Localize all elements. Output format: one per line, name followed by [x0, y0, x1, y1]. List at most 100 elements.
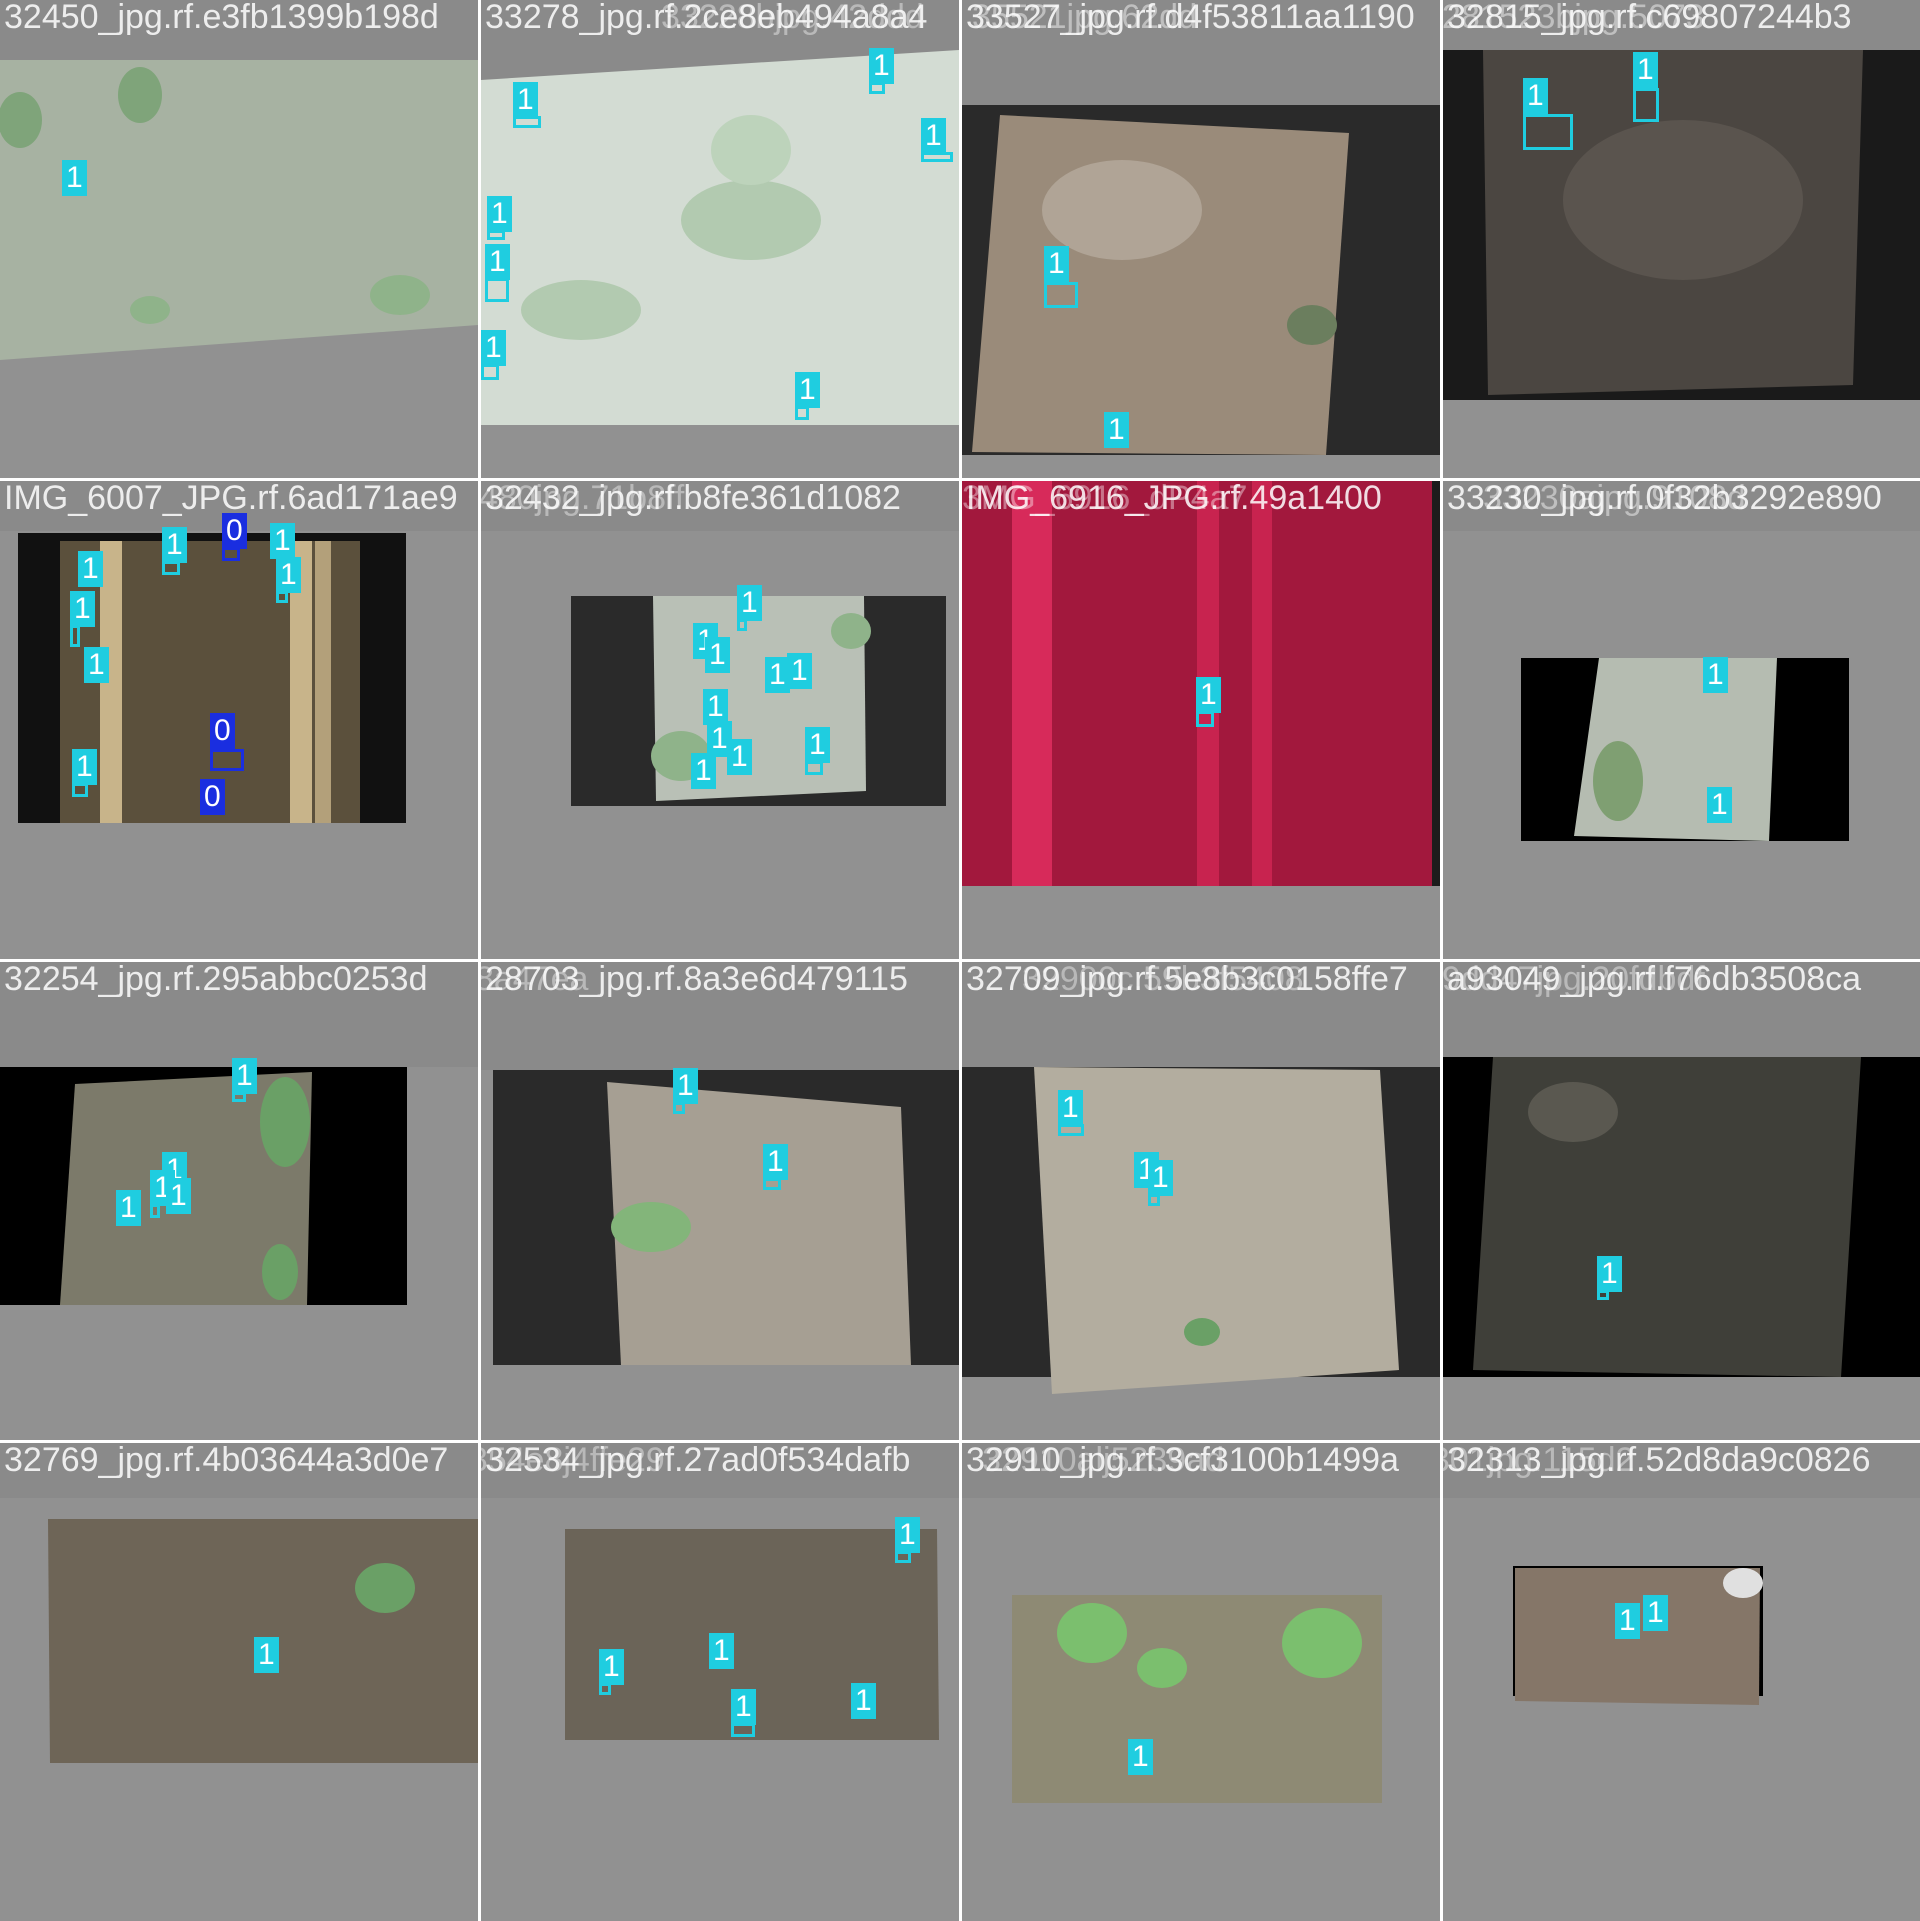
detection-label: 0 [210, 713, 235, 749]
detection-outline [72, 783, 88, 797]
mosaic-tile: a93049_jpg.rf.f76db3508ca a9dd47jpg.20fd… [1443, 962, 1920, 1440]
detection-label: 1 [895, 1517, 920, 1553]
detection-label: 1 [276, 557, 301, 593]
tile-title: 28703_jpg.rf.8a3e6d479115 [485, 962, 908, 998]
detection-outline [485, 278, 509, 302]
detection-label: 1 [709, 1633, 734, 1669]
detection-label: 1 [1703, 657, 1728, 693]
detection-label: 1 [254, 1637, 279, 1673]
mosaic-tile: 32815_jpg.rf.c69807244b3 2281523bjpg.507… [1443, 0, 1920, 478]
tile-title: a93049_jpg.rf.f76db3508ca [1447, 962, 1862, 998]
detection-label: 1 [1104, 412, 1129, 448]
detection-outline [737, 619, 747, 631]
tile-title-overlap: 3MG_6916_dP4a7 [962, 481, 1248, 517]
tile-title: 32769_jpg.rf.4b03644a3d0e7 [4, 1443, 449, 1479]
detection-label: 1 [869, 48, 894, 84]
detection-outline [795, 406, 809, 420]
detection-label: 1 [1597, 1256, 1622, 1292]
mosaic-tile: 33527_jpg.rf.d4f53811aa1190 35521jpg.62d… [962, 0, 1440, 478]
detection-label: 1 [737, 585, 762, 621]
field-photo [481, 0, 959, 425]
detection-outline [232, 1092, 246, 1102]
detection-outline [869, 82, 885, 94]
mosaic-tile: 32254_jpg.rf.295abbc0253d 1 1 1 1 1 [0, 962, 478, 1440]
detection-label: 1 [485, 244, 510, 280]
mosaic-tile: 32709_jpg.rf.5e8b3c0158ffe7 32900c.59b3f… [962, 962, 1440, 1440]
detection-outline [162, 561, 180, 575]
detection-outline [731, 1723, 755, 1737]
detection-label: 1 [1615, 1603, 1640, 1639]
detection-outline [1044, 282, 1078, 308]
tile-title: 32313_jpg.rf.52d8da9c0826 [1447, 1443, 1871, 1479]
detection-label: 0 [200, 779, 225, 815]
tile-title: IMG_6916_JPG.rf.49a1400 [966, 481, 1382, 517]
tile-title: 32534_jpg.rf.27ad0f534dafb [485, 1443, 911, 1479]
field-photo [0, 962, 478, 1305]
detection-outline [1523, 114, 1573, 150]
detection-outline [921, 152, 953, 162]
tile-title-overlap: 32301jpg.115d2 [1443, 1443, 1635, 1479]
mosaic-tile: 32432_jpg.rf.b8fe361d1082 37480jpg.71b8f… [481, 481, 959, 959]
detection-label: 1 [727, 739, 752, 775]
detection-label: 1 [270, 523, 295, 559]
detection-outline [805, 761, 823, 775]
detection-label: 0 [222, 513, 247, 549]
tile-title-overlap: 32910alj5239ad [982, 1443, 1225, 1479]
field-photo [962, 0, 1440, 455]
detection-outline [1196, 711, 1214, 727]
field-photo [1443, 962, 1920, 1377]
detection-label: 1 [731, 1689, 756, 1725]
detection-label: 1 [70, 591, 95, 627]
tile-title-overlap: 33230ajpg.9108d [1483, 481, 1746, 517]
detection-outline [1597, 1290, 1609, 1300]
mosaic-tile: 32450_jpg.rf.e3fb1399b198d 1 [0, 0, 478, 478]
detection-label: 1 [166, 1178, 191, 1214]
mosaic-tile: 32534_jpg.rf.27ad0f534dafb 73854e8j4ffe2… [481, 1443, 959, 1921]
detection-outline [276, 591, 288, 603]
tile-title: 32910_jpg.rf.3cf3100b1499a [966, 1443, 1399, 1479]
tile-title-overlap: 32900c.59b3f5408 [1022, 962, 1304, 998]
detection-label: 1 [513, 82, 538, 118]
detection-outline [70, 625, 80, 647]
tile-title: 32450_jpg.rf.e3fb1399b198d [4, 0, 439, 36]
detection-label: 1 [787, 653, 812, 689]
detection-label: 1 [72, 749, 97, 785]
detection-label: 1 [481, 330, 506, 366]
soil-image [565, 1529, 939, 1740]
mosaic-tile: 28703_jpg.rf.8a3e6d479115 2ef0f5f8a47ea … [481, 962, 959, 1440]
detection-outline [763, 1178, 781, 1190]
soil-image [972, 115, 1349, 455]
tile-title-overlap: 33228bjpg.42ddd [661, 0, 924, 36]
detection-label: 1 [1523, 78, 1548, 114]
mosaic-tile: 32910_jpg.rf.3cf3100b1499a 32910alj5239a… [962, 1443, 1440, 1921]
detection-label: 1 [1044, 246, 1069, 282]
field-photo [962, 962, 1440, 1394]
tile-title: 33527_jpg.rf.d4f53811aa1190 [966, 0, 1415, 36]
detection-label: 1 [691, 753, 716, 789]
field-photo [1443, 481, 1920, 841]
tile-title-overlap: 2ef0f5f8a47ea [481, 962, 589, 998]
detection-label: 1 [705, 637, 730, 673]
detection-label: 1 [1707, 787, 1732, 823]
detection-label: 1 [1128, 1739, 1153, 1775]
detection-outline [487, 230, 505, 240]
detection-label: 1 [765, 657, 790, 693]
detection-label: 1 [703, 689, 728, 725]
tile-title: 32815_jpg.rf.c69807244b3 [1447, 0, 1852, 36]
detection-label: 1 [599, 1649, 624, 1685]
tile-title: 32709_jpg.rf.5e8b3c0158ffe7 [966, 962, 1408, 998]
detection-label: 1 [805, 727, 830, 763]
tile-title-overlap: 35521jpg.62dd [972, 0, 1198, 36]
mosaic-tile: 32769_jpg.rf.4b03644a3d0e7 1 [0, 1443, 478, 1921]
detection-label: 1 [1058, 1090, 1083, 1126]
field-photo [481, 962, 959, 1365]
detection-label: 1 [162, 527, 187, 563]
detection-outline [513, 116, 541, 128]
mosaic-tile: 33278_jpg.rf.2ce8eb494a8a4 33228bjpg.42d… [481, 0, 959, 478]
soil-image [0, 60, 478, 360]
detection-label: 1 [1196, 677, 1221, 713]
detection-label: 1 [84, 647, 109, 683]
detection-outline [1058, 1124, 1084, 1136]
detection-outline [150, 1204, 160, 1218]
